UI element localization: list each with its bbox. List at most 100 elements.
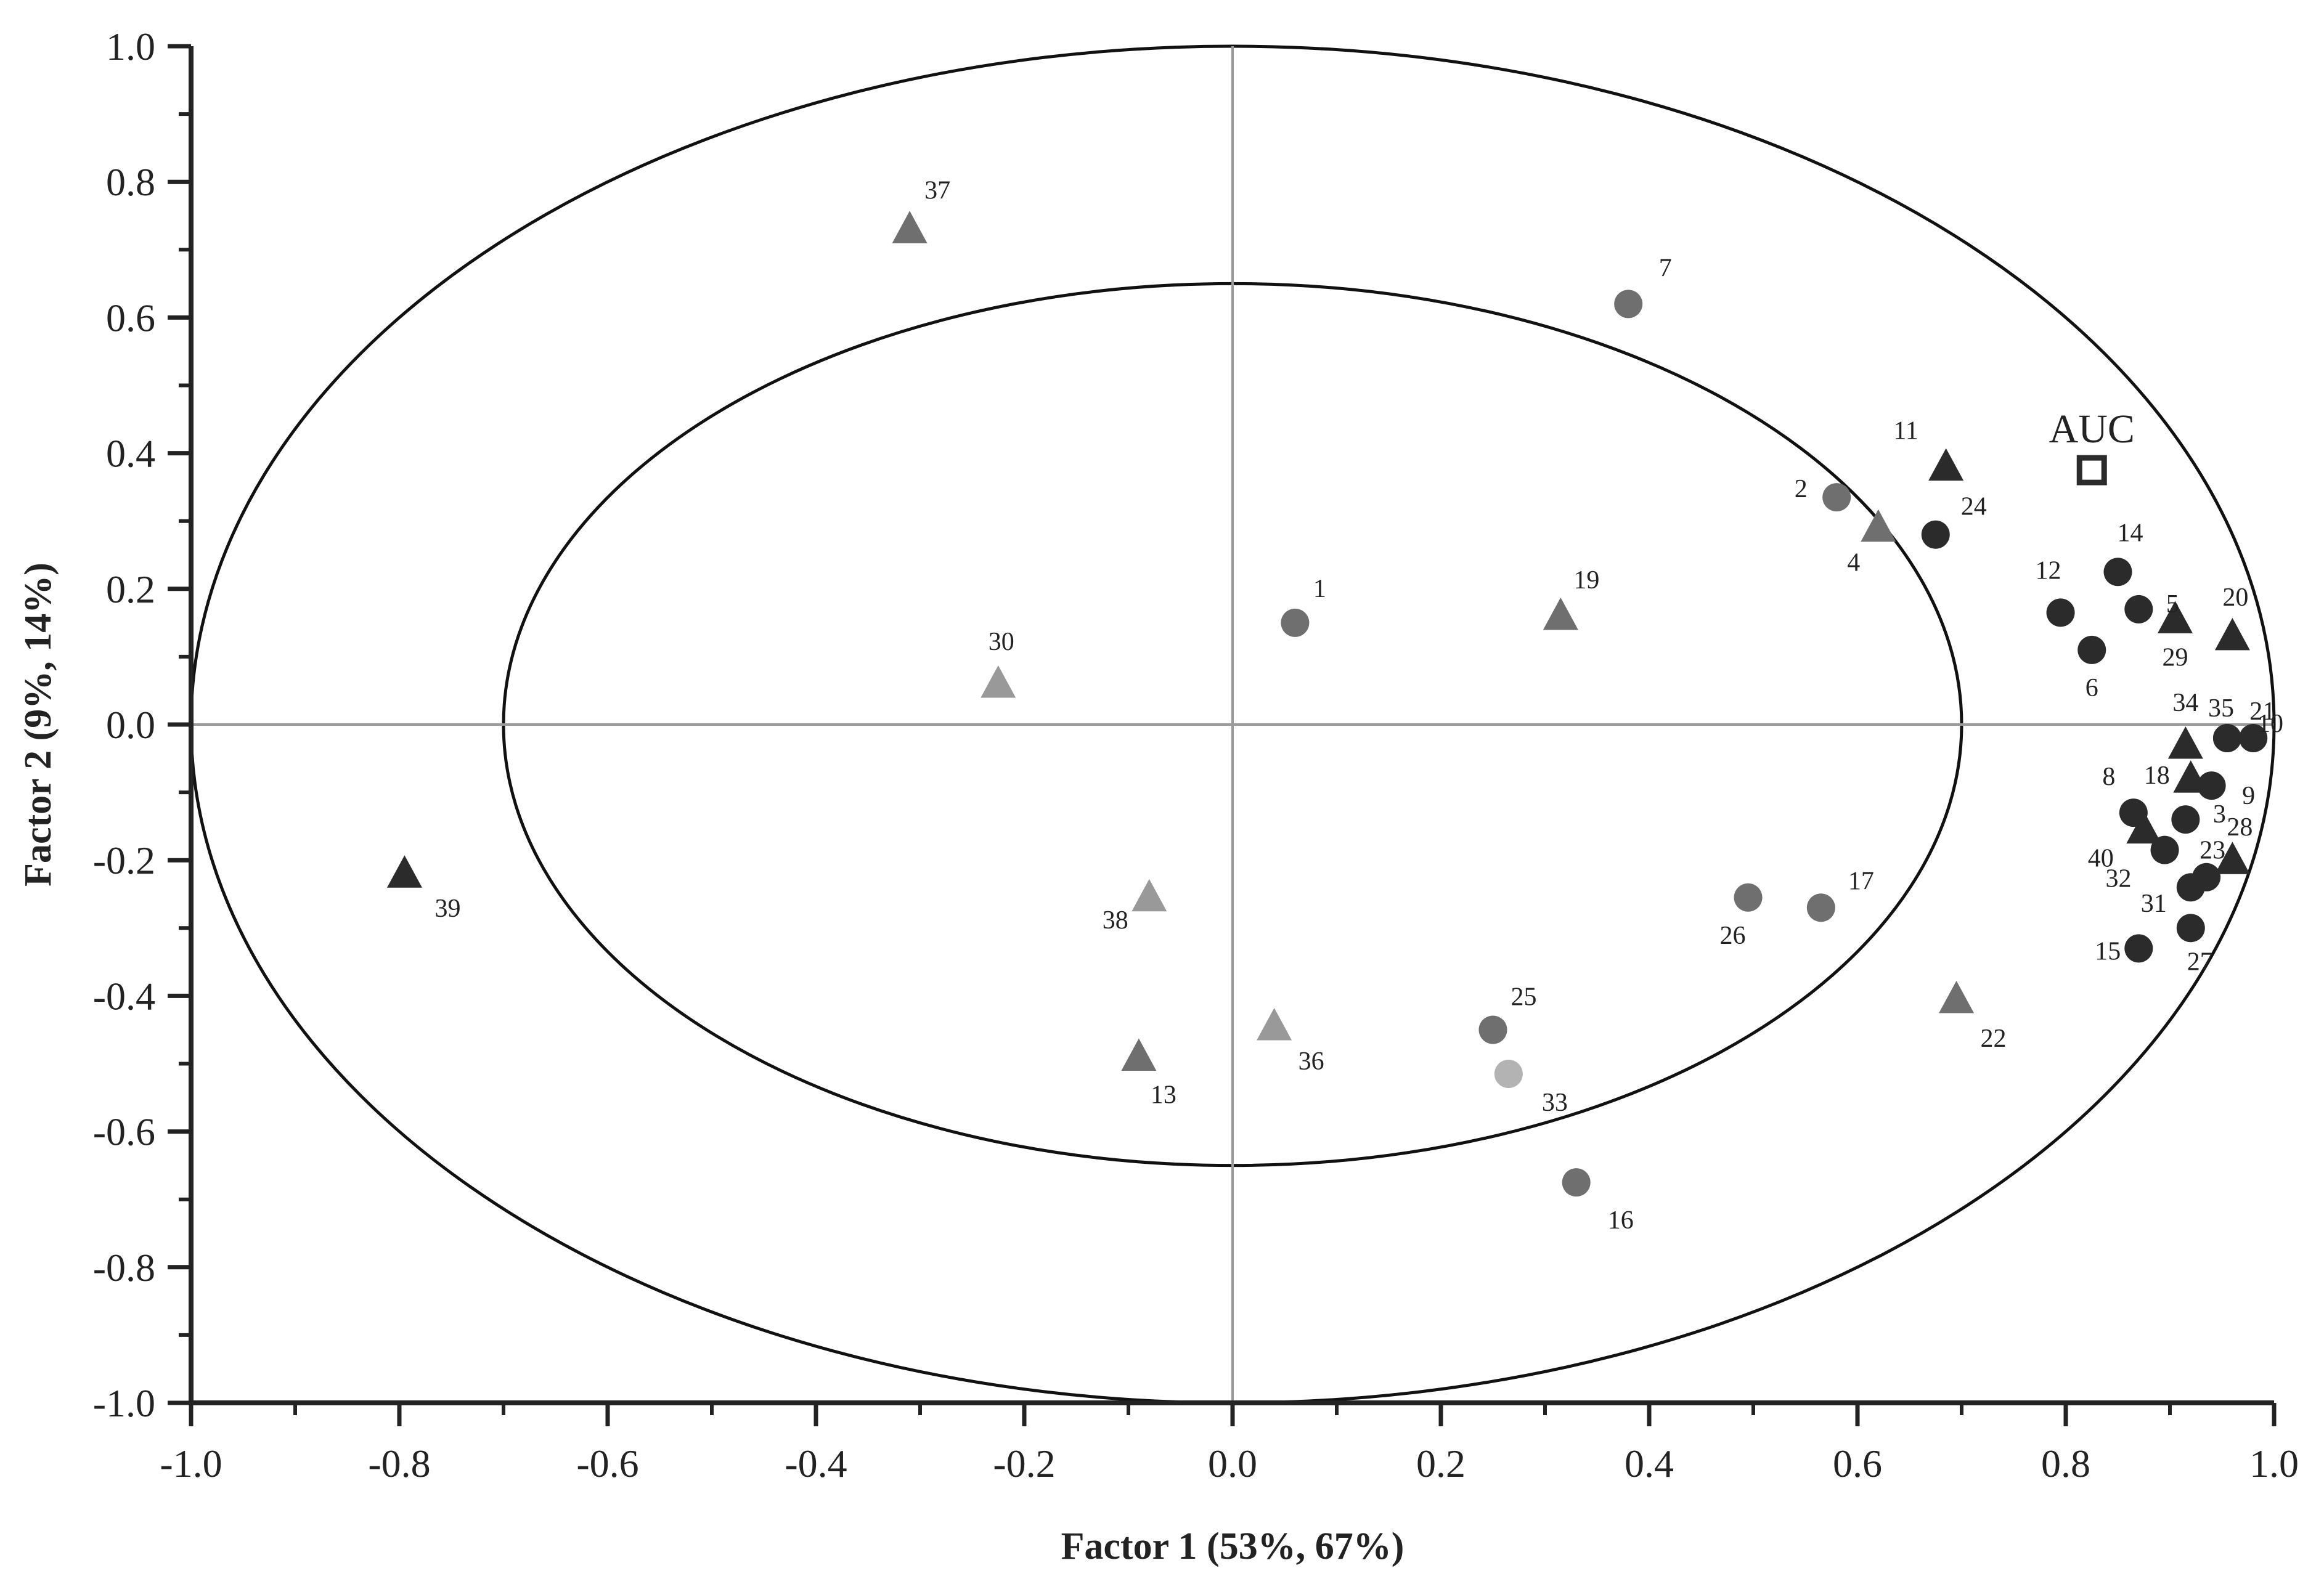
point-25: [1478, 1015, 1507, 1044]
point-14: [2103, 558, 2132, 587]
point-label-1: 1: [1313, 575, 1326, 603]
point-label-40: 40: [2088, 845, 2114, 873]
y-tick-label: 0.4: [106, 432, 155, 476]
point-28: [2214, 842, 2250, 874]
point-40: [2126, 811, 2162, 844]
point-label-11: 11: [1893, 417, 1918, 445]
point-label-5: 5: [2166, 590, 2179, 619]
x-tick-label: 1.0: [2249, 1442, 2299, 1485]
x-axis-title: Factor 1 (53%, 67%): [1061, 1525, 1405, 1567]
point-label-4: 4: [1847, 549, 1860, 577]
point-label-25: 25: [1511, 983, 1537, 1011]
y-tick-label: -1.0: [93, 1381, 155, 1425]
x-tick-label: -0.4: [785, 1442, 847, 1485]
point-21: [2239, 724, 2268, 753]
point-37: [892, 211, 928, 243]
point-15: [2124, 934, 2153, 963]
point-35: [2212, 724, 2241, 753]
point-26: [1734, 883, 1763, 912]
x-tick-label: 0.4: [1625, 1442, 1674, 1485]
point-label-38: 38: [1103, 906, 1128, 935]
y-tick-label: 0.2: [106, 567, 155, 611]
y-tick-label: 0.8: [106, 160, 155, 204]
point-4: [1861, 509, 1896, 542]
point-label-28: 28: [2227, 813, 2253, 842]
reference-lines: [191, 46, 2274, 1403]
point-label-10: 10: [2257, 710, 2283, 738]
point-label-31: 31: [2141, 890, 2167, 918]
y-tick-label: -0.2: [93, 839, 155, 882]
point-label-6: 6: [2085, 674, 2098, 702]
y-tick-label: 0.0: [106, 703, 155, 747]
point-label-33: 33: [1542, 1089, 1568, 1117]
x-tick-label: -1.0: [160, 1442, 222, 1485]
x-tick-label: 0.2: [1416, 1442, 1466, 1485]
point-label-30: 30: [989, 628, 1014, 656]
y-tick-label: -0.8: [93, 1246, 155, 1290]
point-label-3: 3: [2213, 800, 2226, 829]
point-label-19: 19: [1573, 566, 1599, 595]
y-tick-label: 1.0: [106, 25, 155, 68]
point-12: [2046, 598, 2075, 627]
point-label-29: 29: [2162, 643, 2188, 672]
point-label-16: 16: [1608, 1206, 1634, 1235]
point-label-2: 2: [1795, 475, 1808, 503]
point-17: [1806, 893, 1835, 922]
point-label-auc: AUC: [2049, 407, 2135, 452]
point-label-32: 32: [2106, 865, 2132, 893]
point-6: [2077, 635, 2106, 664]
point-label-37: 37: [924, 176, 950, 205]
data-points: [386, 211, 2268, 1197]
point-29: [2157, 601, 2193, 633]
point-31: [2176, 873, 2205, 902]
point-27: [2176, 914, 2205, 943]
point-label-8: 8: [2102, 763, 2115, 791]
point-16: [1562, 1168, 1591, 1197]
point-label-36: 36: [1299, 1047, 1324, 1076]
point-label-27: 27: [2187, 948, 2213, 976]
x-tick-label: -0.6: [576, 1442, 638, 1485]
point-label-24: 24: [1961, 493, 1987, 521]
point-11: [1928, 448, 1964, 481]
point-label-15: 15: [2095, 937, 2121, 965]
point-label-23: 23: [2200, 837, 2225, 865]
point-1: [1281, 608, 1310, 637]
point-34: [2167, 726, 2203, 759]
point-label-17: 17: [1848, 867, 1874, 895]
point-9: [2197, 771, 2226, 800]
point-7: [1614, 290, 1643, 319]
tick-labels: -1.0 -0.8 -0.6 -0.4 -0.2 0.0 0.2 0.4 0.6 0.8 1.0 1.…: [93, 25, 2299, 1485]
point-label-12: 12: [2036, 556, 2061, 585]
point-label-7: 7: [1659, 254, 1672, 282]
point-label-9: 9: [2242, 782, 2255, 810]
point-label-39: 39: [434, 895, 460, 923]
point-19: [1543, 597, 1578, 630]
y-axis-title: Factor 2 (9%, 14%): [17, 563, 59, 887]
point-auc: [2076, 455, 2107, 485]
point-38: [1131, 879, 1167, 912]
y-tick-label: -0.4: [93, 974, 155, 1018]
point-label-35: 35: [2208, 694, 2234, 723]
point-label-21: 21: [2249, 697, 2275, 726]
x-tick-label: -0.8: [368, 1442, 430, 1485]
y-tick-label: 0.6: [106, 296, 155, 339]
point-22: [1939, 980, 1975, 1013]
x-tick-label: -0.2: [993, 1442, 1055, 1485]
point-33: [1494, 1060, 1523, 1089]
point-label-18: 18: [2144, 762, 2170, 790]
point-3: [2171, 805, 2200, 834]
x-tick-label: 0.0: [1208, 1442, 1257, 1485]
point-labels: 1234567891011121314151617181920212223242…: [434, 176, 2283, 1235]
point-label-20: 20: [2222, 583, 2248, 612]
point-label-34: 34: [2172, 689, 2198, 717]
point-24: [1921, 520, 1950, 549]
x-tick-label: 0.8: [2041, 1442, 2090, 1485]
point-label-22: 22: [1981, 1025, 2007, 1053]
point-39: [386, 855, 422, 888]
point-label-26: 26: [1720, 922, 1746, 950]
point-5: [2124, 595, 2153, 623]
point-13: [1121, 1038, 1157, 1071]
y-tick-label: -0.6: [93, 1110, 155, 1154]
